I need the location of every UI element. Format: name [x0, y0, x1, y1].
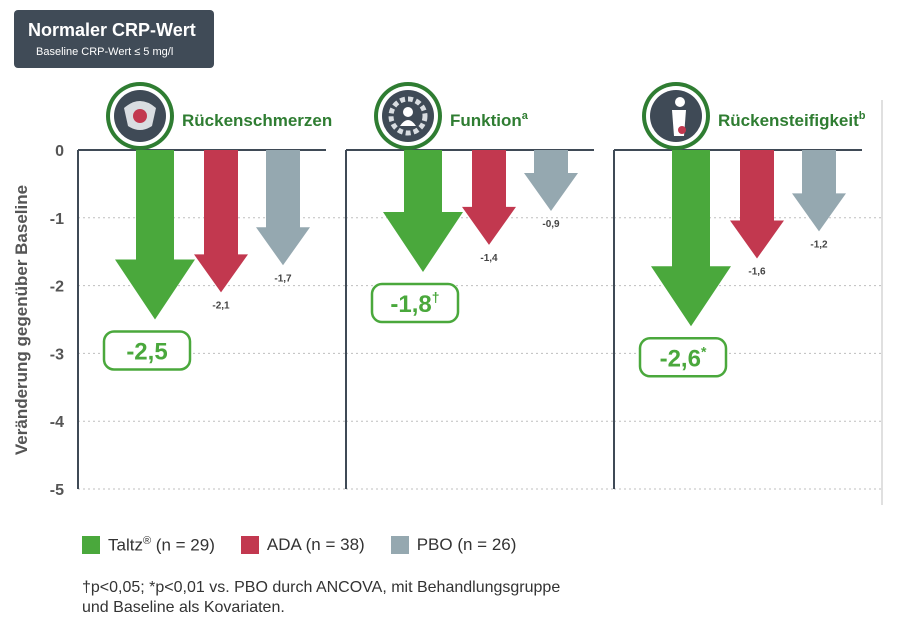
panel-title: Rückenschmerzen: [182, 111, 332, 130]
data-label-pbo: -0,9: [542, 219, 560, 230]
y-tick-label: -1: [50, 211, 64, 228]
data-label-ada: -1,4: [480, 253, 498, 264]
pain-spot: [678, 126, 686, 134]
data-label-taltz: -2,6*: [660, 343, 707, 372]
bar-arrow-pbo: [792, 150, 846, 232]
legend-suffix-taltz: (n = 29): [151, 535, 215, 555]
person-head: [675, 97, 685, 107]
bar-arrow-pbo: [524, 150, 578, 212]
legend-swatch-taltz: [82, 536, 100, 555]
legend-swatch-ada: [240, 536, 259, 555]
bar-arrow-taltz: [383, 150, 463, 273]
legend-suffix-ada: (n = 38): [300, 535, 365, 555]
data-label-pbo: -1,2: [810, 239, 828, 250]
chart-title: Normaler CRP-Wert: [28, 20, 196, 40]
bar-arrow-taltz: [651, 150, 731, 327]
legend: Taltz® (n = 29) ADA (n = 38) PBO (n = 26…: [82, 535, 516, 556]
legend-sup-taltz: ®: [142, 535, 152, 547]
data-label-taltz: -2,5: [126, 339, 167, 366]
data-label-ada: -1,6: [748, 266, 766, 277]
footnote-line2: und Baseline als Kovariaten.: [82, 599, 285, 616]
panel-2: -1,8† -1,4 -0,9 Funktiona: [345, 82, 614, 490]
chart-subtitle: Baseline CRP-Wert ≤ 5 mg/l: [36, 46, 174, 58]
legend-label-taltz: Taltz: [108, 535, 143, 555]
pain-spot: [133, 109, 147, 123]
chart-svg: 0 -1 -2 -3 -4 -5 -2,5 -2,1 -1,7 Rückenschmerzen -1…: [50, 82, 883, 505]
legend-suffix-pbo: (n = 26): [452, 535, 517, 555]
bar-arrow-ada: [730, 150, 784, 259]
panel-title: Rückensteifigkeitb: [718, 110, 866, 130]
footnote-line1: †p<0,05; *p<0,01 vs. PBO durch ANCOVA, m…: [82, 579, 561, 596]
y-tick-label: -4: [50, 414, 64, 431]
taltz-value-badge: [638, 337, 728, 378]
panel-title: Funktiona: [450, 110, 529, 130]
data-label-pbo: -1,7: [274, 273, 292, 284]
person-body: [400, 120, 416, 126]
bar-arrow-pbo: [256, 150, 310, 266]
y-tick-label: -2: [50, 279, 64, 296]
taltz-value-badge: [102, 330, 192, 371]
data-label-taltz: -1,8†: [390, 289, 439, 318]
footnote: †p<0,05; *p<0,01 vs. PBO durch ANCOVA, m…: [82, 578, 560, 618]
panel-1: -2,5 -2,1 -1,7 Rückenschmerzen: [77, 82, 346, 490]
taltz-value-badge: [370, 282, 460, 324]
data-label-ada: -2,1: [212, 300, 230, 311]
header-box: Normaler CRP-Wert Baseline CRP-Wert ≤ 5 …: [14, 10, 214, 68]
legend-item-taltz: Taltz® (n = 29): [82, 535, 215, 556]
bar-arrow-ada: [194, 150, 248, 293]
bar-arrow-taltz: [115, 150, 195, 320]
legend-label-pbo: PBO: [416, 535, 453, 555]
legend-item-pbo: PBO (n = 26): [390, 535, 517, 556]
bar-arrow-ada: [462, 150, 516, 245]
person-head: [403, 107, 413, 117]
y-tick-label: -5: [50, 482, 64, 499]
panel-3: -2,6* -1,6 -1,2 Rückensteifigkeitb: [613, 82, 882, 490]
legend-swatch-pbo: [390, 536, 409, 555]
y-tick-label: -3: [50, 346, 64, 363]
legend-label-ada: ADA: [266, 535, 301, 555]
legend-item-ada: ADA (n = 38): [240, 535, 365, 556]
gear-shape: [388, 96, 428, 136]
y-tick-label: 0: [55, 143, 64, 160]
